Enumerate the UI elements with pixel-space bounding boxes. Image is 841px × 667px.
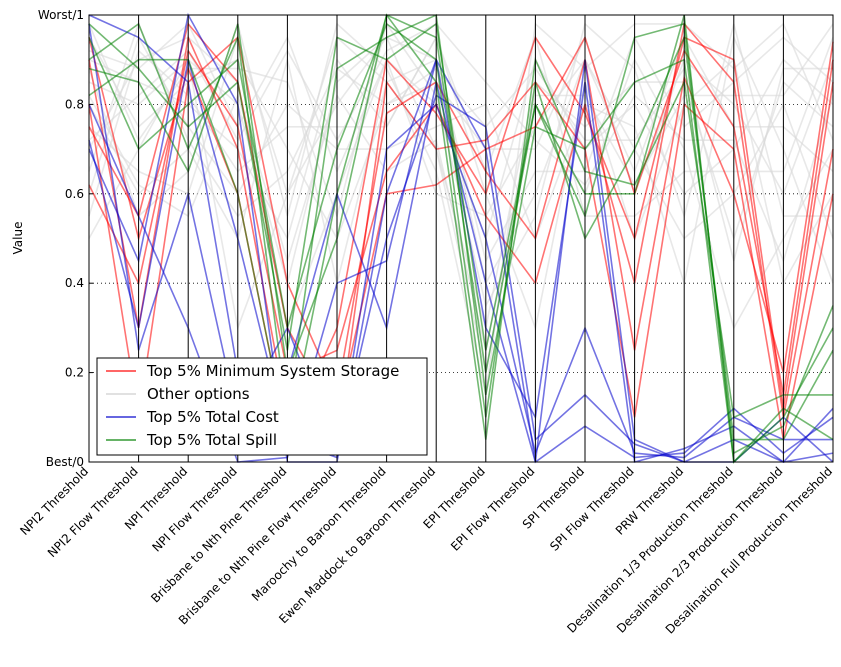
y-tick-label-5: Worst/1	[38, 8, 84, 22]
series-lines	[88, 12, 834, 464]
legend-label-1: Other options	[147, 385, 250, 403]
series-3-line-2	[88, 13, 834, 464]
y-tick-labels: Best/0 0.2 0.4 0.6 0.8 Worst/1	[38, 8, 93, 469]
legend: Top 5% Minimum System Storage Other optio…	[96, 357, 428, 456]
plot-frame	[88, 14, 834, 463]
x-tick-label-1: NPI2 Flow Threshold	[45, 464, 141, 560]
y-tick-label-2: 0.4	[65, 276, 84, 290]
series-0-line-4	[88, 35, 834, 443]
series-3-line-4	[88, 22, 834, 455]
series-1-line-14	[88, 23, 834, 351]
y-tick-label-3: 0.6	[65, 187, 84, 201]
y-axis-label: Value	[11, 222, 25, 255]
series-3-line-3	[88, 13, 833, 440]
legend-frame	[96, 357, 428, 456]
x-tick-label-9: EPI Flow Threshold	[448, 464, 537, 553]
series-2-line-0	[88, 12, 834, 463]
legend-label-3: Top 5% Total Spill	[146, 431, 277, 449]
y-tick-label-0: Best/0	[46, 455, 84, 469]
series-0-line-0	[88, 22, 834, 420]
y-tick-label-1: 0.2	[65, 366, 84, 380]
legend-label-0: Top 5% Minimum System Storage	[146, 362, 399, 380]
x-tick-label-11: SPI Flow Threshold	[547, 464, 636, 553]
y-tick-label-4: 0.8	[65, 97, 84, 111]
series-1-line-11	[88, 21, 833, 262]
x-tick-label-3: NPI Flow Threshold	[149, 464, 239, 554]
series-0-line-1	[88, 22, 834, 418]
legend-label-2: Top 5% Total Cost	[146, 408, 279, 426]
